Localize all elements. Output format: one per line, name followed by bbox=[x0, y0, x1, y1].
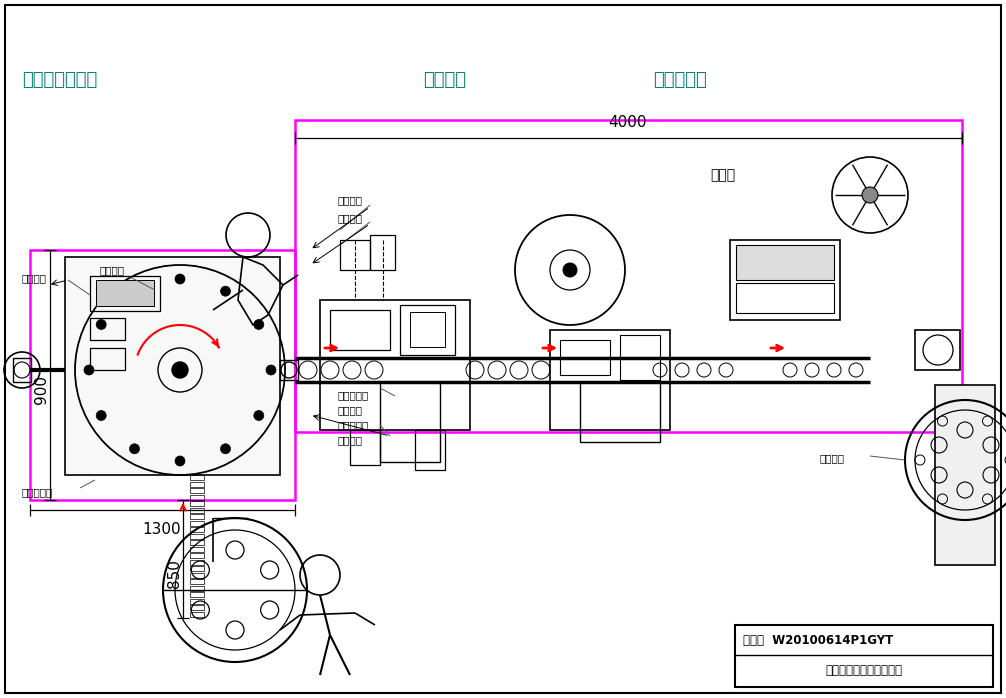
Bar bbox=[400, 305, 455, 355]
Bar bbox=[190, 494, 204, 500]
Text: 入瓶输送带: 入瓶输送带 bbox=[338, 420, 369, 430]
Bar bbox=[190, 566, 204, 571]
Text: 控制电筱: 控制电筱 bbox=[100, 265, 125, 275]
Bar bbox=[415, 430, 445, 470]
Text: 人工下盖: 人工下盖 bbox=[338, 195, 363, 205]
Text: 粉末灌装压盖机: 粉末灌装压盖机 bbox=[22, 71, 98, 89]
Text: 出瓶转盘: 出瓶转盘 bbox=[820, 453, 845, 463]
Bar bbox=[190, 547, 204, 551]
Text: 自动压盖: 自动压盖 bbox=[338, 213, 363, 223]
Bar bbox=[350, 430, 380, 465]
Bar bbox=[190, 501, 204, 506]
Bar bbox=[190, 475, 204, 480]
Text: 入瓶转盘: 入瓶转盘 bbox=[338, 435, 363, 445]
Text: 送瓶转盘: 送瓶转盘 bbox=[338, 405, 363, 415]
Bar bbox=[190, 507, 204, 512]
Text: 夹带上贴: 夹带上贴 bbox=[424, 71, 467, 89]
Bar bbox=[320, 300, 470, 430]
Bar bbox=[295, 120, 962, 432]
Bar bbox=[915, 330, 960, 370]
Bar bbox=[736, 245, 834, 280]
Bar bbox=[190, 560, 204, 565]
Circle shape bbox=[266, 365, 276, 375]
Bar bbox=[410, 312, 445, 347]
Bar bbox=[280, 360, 298, 380]
Bar bbox=[736, 283, 834, 313]
Bar bbox=[735, 625, 993, 687]
Text: 物料入口: 物料入口 bbox=[22, 273, 47, 283]
Bar bbox=[190, 586, 204, 591]
Text: 850: 850 bbox=[168, 559, 182, 588]
Circle shape bbox=[97, 320, 107, 329]
Bar bbox=[190, 540, 204, 545]
Text: 图号：  W20100614P1GYT: 图号： W20100614P1GYT bbox=[743, 634, 893, 646]
Bar bbox=[190, 488, 204, 493]
Text: 4000: 4000 bbox=[609, 115, 647, 130]
Circle shape bbox=[83, 365, 94, 375]
Text: 出瓶输送带: 出瓶输送带 bbox=[338, 390, 369, 400]
Bar bbox=[190, 553, 204, 558]
Circle shape bbox=[563, 263, 577, 277]
Bar bbox=[190, 533, 204, 538]
Circle shape bbox=[175, 274, 185, 284]
Text: 粉末灌装头: 粉末灌装头 bbox=[22, 487, 53, 497]
Text: 立式圆瓶贴: 立式圆瓶贴 bbox=[653, 71, 707, 89]
Circle shape bbox=[130, 444, 140, 454]
Text: 900: 900 bbox=[34, 375, 49, 404]
Bar bbox=[560, 340, 610, 375]
Bar bbox=[13, 358, 31, 382]
Bar bbox=[190, 611, 204, 616]
Bar bbox=[65, 257, 280, 475]
Bar bbox=[935, 385, 995, 565]
Circle shape bbox=[254, 410, 264, 420]
Bar bbox=[380, 382, 440, 462]
Circle shape bbox=[130, 286, 140, 296]
Bar bbox=[190, 514, 204, 519]
Circle shape bbox=[220, 286, 230, 296]
Bar bbox=[550, 330, 670, 430]
Bar bbox=[90, 348, 125, 370]
Circle shape bbox=[97, 410, 107, 420]
Bar bbox=[90, 318, 125, 340]
Bar bbox=[370, 235, 395, 270]
Bar bbox=[190, 579, 204, 584]
Bar bbox=[190, 482, 204, 487]
Text: 自动粉末灌装压盖贴标线: 自动粉末灌装压盖贴标线 bbox=[826, 664, 902, 678]
Circle shape bbox=[862, 187, 878, 203]
Bar bbox=[190, 592, 204, 597]
Text: 喷码机: 喷码机 bbox=[710, 168, 735, 182]
Bar bbox=[190, 598, 204, 604]
Bar bbox=[340, 240, 370, 270]
Bar bbox=[190, 521, 204, 526]
Circle shape bbox=[220, 444, 230, 454]
Bar bbox=[190, 605, 204, 610]
Text: 1300: 1300 bbox=[143, 522, 181, 537]
Circle shape bbox=[254, 320, 264, 329]
Bar bbox=[730, 240, 840, 320]
Bar bbox=[580, 382, 660, 442]
Bar bbox=[96, 280, 154, 306]
Bar bbox=[90, 276, 160, 311]
Bar bbox=[330, 310, 390, 350]
Circle shape bbox=[172, 362, 188, 378]
Bar bbox=[620, 335, 660, 380]
Bar bbox=[190, 527, 204, 532]
Bar bbox=[190, 572, 204, 577]
Circle shape bbox=[175, 456, 185, 466]
Bar bbox=[30, 250, 295, 500]
